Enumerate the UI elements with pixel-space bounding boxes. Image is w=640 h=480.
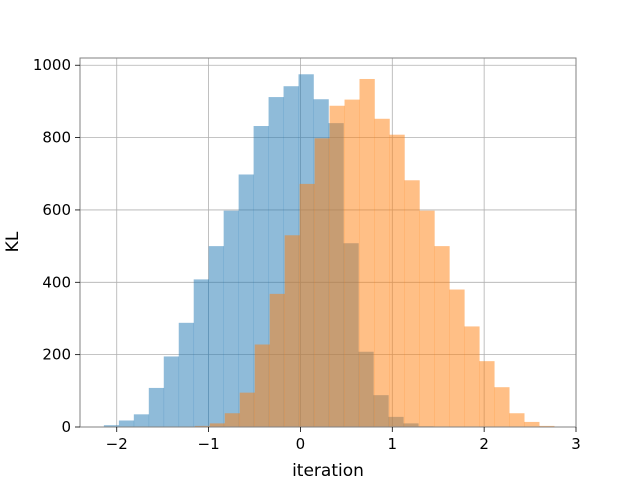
histogram-bar-series-1: [208, 246, 224, 427]
histogram-bar-series-2: [509, 413, 525, 427]
x-axis-label: iteration: [292, 461, 364, 480]
histogram-bar-series-2: [434, 246, 450, 427]
histogram-bar-series-1: [163, 356, 180, 427]
histogram-bar-series-1: [178, 322, 195, 427]
histogram-bar-series-2: [254, 344, 270, 427]
histogram-bar-series-2: [314, 138, 330, 427]
y-tick-label: 1000: [33, 56, 71, 74]
y-tick-label: 600: [42, 201, 71, 219]
y-tick-label: 400: [42, 273, 71, 291]
y-axis-label: KL: [3, 231, 23, 252]
histogram-bar-series-2: [374, 118, 390, 427]
histogram-bar-series-2: [344, 99, 360, 428]
histogram-bar-series-1: [193, 279, 209, 427]
histogram-bar-series-2: [479, 361, 495, 427]
x-tick-label: 2: [479, 435, 489, 453]
histogram-bar-series-1: [118, 420, 135, 427]
histogram-bar-series-2: [239, 392, 256, 427]
histogram-bar-series-2: [524, 421, 540, 427]
histogram-bar-series-1: [133, 414, 150, 427]
histogram-bar-series-2: [269, 293, 285, 427]
histogram-bar-series-2: [359, 78, 375, 427]
plot-frame: [79, 57, 577, 428]
histogram-bar-series-2: [284, 235, 300, 427]
histogram-bar-series-2: [494, 387, 510, 427]
y-tick-label: 800: [42, 129, 71, 147]
histogram-bar-series-2: [389, 134, 405, 427]
x-tick-label: 0: [296, 435, 306, 453]
x-tick-label: 1: [388, 435, 398, 453]
histogram-bar-series-2: [419, 210, 435, 427]
histogram-bar-series-1: [148, 387, 165, 427]
histogram-bar-series-2: [464, 326, 480, 427]
y-tick-label: 0: [61, 418, 71, 436]
histogram-bar-series-2: [404, 180, 420, 427]
histogram-bar-series-1: [223, 210, 239, 427]
histogram-bar-series-2: [329, 105, 345, 428]
histogram-bar-series-2: [539, 425, 555, 427]
histogram-bar-series-2: [224, 413, 241, 427]
x-tick-label: 3: [571, 435, 581, 453]
x-tick-label: −1: [198, 435, 220, 453]
histogram-bar-series-1: [238, 174, 254, 427]
histogram-bar-series-2: [194, 425, 211, 427]
histogram-bar-series-2: [449, 289, 465, 427]
y-tick-label: 200: [42, 346, 71, 364]
ticks-layer: −2 −1 0 1 2 3 0 200 400 600 800 1000: [33, 56, 581, 453]
bars-layer: [103, 74, 555, 428]
x-tick-label: −2: [106, 435, 128, 453]
histogram-bar-series-1: [103, 425, 120, 427]
histogram-bar-series-2: [299, 183, 315, 427]
histogram-bar-series-2: [209, 423, 226, 427]
